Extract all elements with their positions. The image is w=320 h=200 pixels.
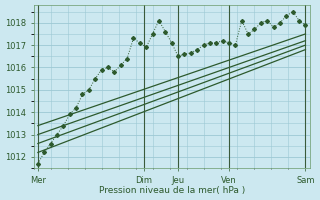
X-axis label: Pression niveau de la mer( hPa ): Pression niveau de la mer( hPa ) (99, 186, 245, 195)
